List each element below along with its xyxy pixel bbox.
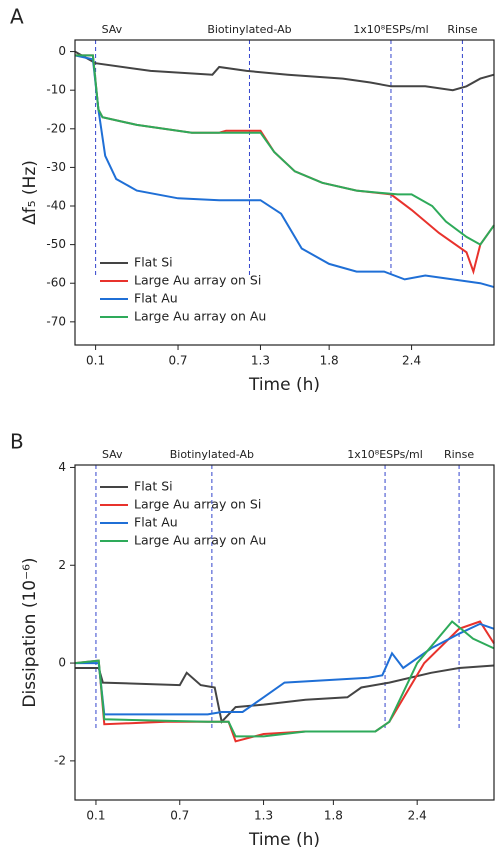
x-tick-label: 0.7 xyxy=(168,354,187,368)
legend-label: Large Au array on Au xyxy=(134,309,266,324)
panel-label: A xyxy=(10,5,24,29)
x-tick-label: 1.3 xyxy=(254,809,273,823)
y-tick-label: 4 xyxy=(58,460,66,474)
y-tick-label: 0 xyxy=(58,656,66,670)
event-label: SAv xyxy=(102,23,123,36)
panel-label: B xyxy=(10,430,24,454)
x-axis-title: Time (h) xyxy=(248,830,320,850)
x-tick-label: 1.3 xyxy=(251,354,270,368)
series-line xyxy=(74,50,495,92)
x-tick-label: 0.1 xyxy=(86,809,105,823)
y-tick-label: -2 xyxy=(54,753,66,767)
x-axis-title: Time (h) xyxy=(248,375,320,395)
event-label: Biotinylated-Ab xyxy=(170,448,254,461)
series-line xyxy=(74,620,495,743)
y-axis-title: Dissipation (10⁻⁶) xyxy=(20,557,40,707)
series-line xyxy=(75,54,495,246)
legend-label: Large Au array on Si xyxy=(134,273,261,288)
x-tick-label: 0.7 xyxy=(170,809,189,823)
y-tick-label: -20 xyxy=(46,121,66,135)
plot-frame xyxy=(74,39,495,346)
y-tick-label: -10 xyxy=(46,83,66,97)
y-tick-label: -70 xyxy=(46,314,66,328)
y-tick-label: -50 xyxy=(46,237,66,251)
series-line xyxy=(74,620,495,738)
x-tick-label: 2.4 xyxy=(408,809,427,823)
y-axis-title: Δf₅ (Hz) xyxy=(20,160,40,225)
series-line xyxy=(75,622,495,716)
plot-frame xyxy=(74,464,495,801)
legend-label: Flat Au xyxy=(134,515,178,530)
series-line xyxy=(74,54,495,289)
series-line xyxy=(75,664,495,724)
y-tick-label: 2 xyxy=(58,558,66,572)
event-label: SAv xyxy=(102,448,123,461)
x-tick-label: 0.1 xyxy=(86,354,105,368)
legend-label: Flat Si xyxy=(134,255,173,270)
y-tick-label: -60 xyxy=(46,276,66,290)
event-label: Rinse xyxy=(444,448,474,461)
x-tick-label: 1.8 xyxy=(324,809,343,823)
legend-label: Flat Au xyxy=(134,291,178,306)
y-tick-label: 0 xyxy=(58,44,66,58)
x-tick-label: 1.8 xyxy=(320,354,339,368)
y-tick-label: -30 xyxy=(46,160,66,174)
y-tick-label: -40 xyxy=(46,199,66,213)
event-label: 1x10⁸ESPs/ml xyxy=(353,23,429,36)
x-tick-label: 2.4 xyxy=(402,354,421,368)
event-label: Biotinylated-Ab xyxy=(207,23,291,36)
legend-label: Large Au array on Si xyxy=(134,497,261,512)
legend-label: Flat Si xyxy=(134,479,173,494)
event-label: 1x10⁸ESPs/ml xyxy=(347,448,423,461)
legend-label: Large Au array on Au xyxy=(134,533,266,548)
event-label: Rinse xyxy=(447,23,477,36)
